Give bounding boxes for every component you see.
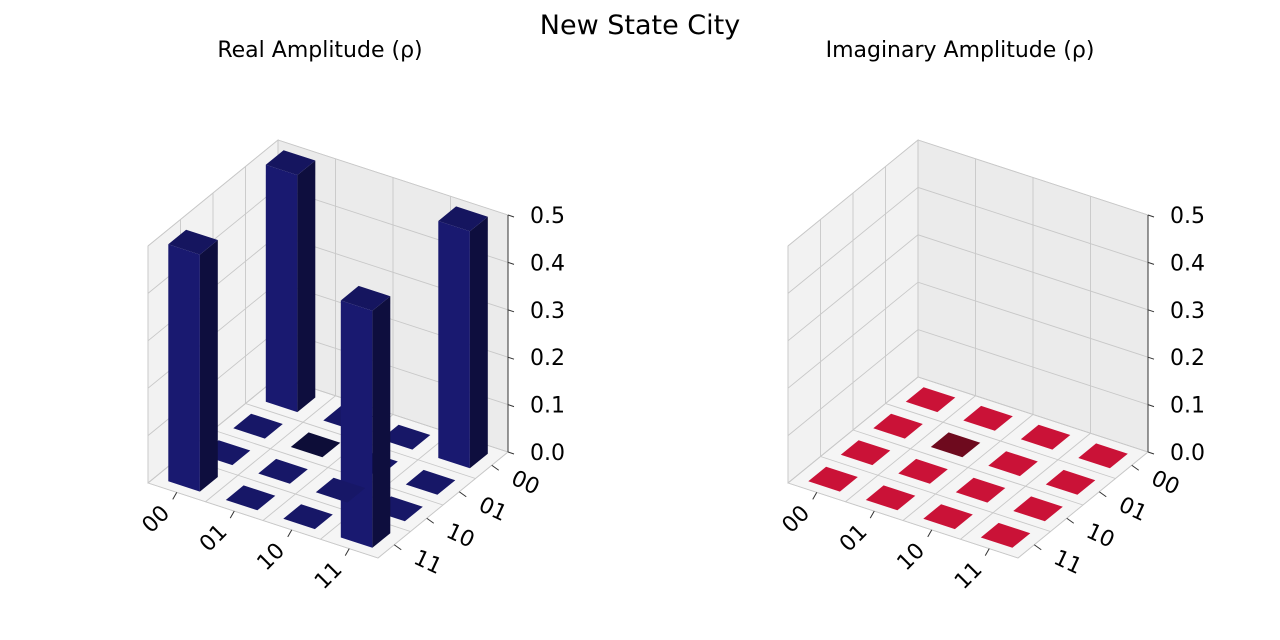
x-tick-label: 10 — [893, 538, 930, 575]
y-tick-label: 10 — [1082, 519, 1118, 553]
y-tick-label: 01 — [1115, 493, 1151, 527]
z-tick-label: 0.5 — [530, 204, 565, 229]
x-tick-label: 11 — [310, 557, 347, 594]
gridlines — [787, 139, 1149, 559]
bar-10-10 — [955, 477, 1006, 503]
z-axis — [507, 214, 515, 455]
bar-01-01 — [930, 432, 981, 458]
bar-10-00 — [840, 440, 891, 466]
bar-10-01 — [898, 458, 948, 484]
y-tick-label: 01 — [475, 493, 511, 527]
z-tick-label: 0.1 — [1170, 394, 1205, 419]
bar-00-11 — [1078, 443, 1128, 469]
bar-01-11 — [1045, 469, 1096, 495]
bar-11-01 — [865, 485, 916, 511]
bar-01-00 — [873, 413, 923, 439]
bar-01-00 — [233, 413, 283, 439]
x-tick-label: 01 — [835, 520, 872, 557]
bar-11-11 — [340, 285, 391, 548]
bars — [168, 150, 488, 548]
x-tick-label: 10 — [253, 538, 290, 575]
bar-11-00 — [808, 466, 858, 492]
bar-11-11 — [980, 522, 1031, 548]
z-axis — [1147, 214, 1155, 455]
x-tick-label: 00 — [778, 501, 815, 538]
z-tick-label: 0.0 — [530, 441, 565, 466]
x-tick-label: 01 — [195, 520, 232, 557]
bar-11-01 — [225, 485, 276, 511]
y-tick-label: 10 — [442, 519, 478, 553]
bar-11-10 — [283, 504, 333, 530]
y-tick-label: 11 — [410, 546, 446, 580]
z-tick-label: 0.4 — [1170, 251, 1205, 276]
bar-00-00 — [265, 150, 316, 413]
bar-00-01 — [963, 405, 1013, 431]
bar-11-10 — [923, 504, 973, 530]
bar-10-01 — [258, 458, 308, 484]
real-panel-title: Real Amplitude (ρ) — [217, 38, 422, 63]
y-tick-label: 11 — [1050, 546, 1086, 580]
z-tick-label: 0.1 — [530, 394, 565, 419]
bar-11-00 — [168, 229, 218, 492]
z-tick-label: 0.3 — [1170, 299, 1205, 324]
bar-01-10 — [988, 451, 1038, 477]
bar-00-10 — [380, 424, 431, 450]
imag-panel-title: Imaginary Amplitude (ρ) — [826, 38, 1095, 63]
bar-00-11 — [438, 206, 488, 469]
bar-10-11 — [1013, 496, 1063, 522]
figure-title: New State City — [540, 10, 740, 41]
bar-00-00 — [905, 387, 956, 413]
z-tick-label: 0.0 — [1170, 441, 1205, 466]
x-tick-label: 11 — [950, 557, 987, 594]
z-tick-label: 0.3 — [530, 299, 565, 324]
bar-01-11 — [405, 469, 456, 495]
y-tick-label: 00 — [1147, 466, 1183, 500]
x-tick-label: 00 — [138, 501, 175, 538]
bar-10-10 — [315, 477, 366, 503]
z-tick-label: 0.4 — [530, 251, 565, 276]
z-tick-label: 0.2 — [530, 346, 565, 371]
bar-01-01 — [290, 432, 341, 458]
z-tick-label: 0.2 — [1170, 346, 1205, 371]
bars — [808, 387, 1128, 548]
z-tick-label: 0.5 — [1170, 204, 1205, 229]
y-tick-label: 00 — [507, 466, 543, 500]
bar-00-10 — [1020, 424, 1071, 450]
